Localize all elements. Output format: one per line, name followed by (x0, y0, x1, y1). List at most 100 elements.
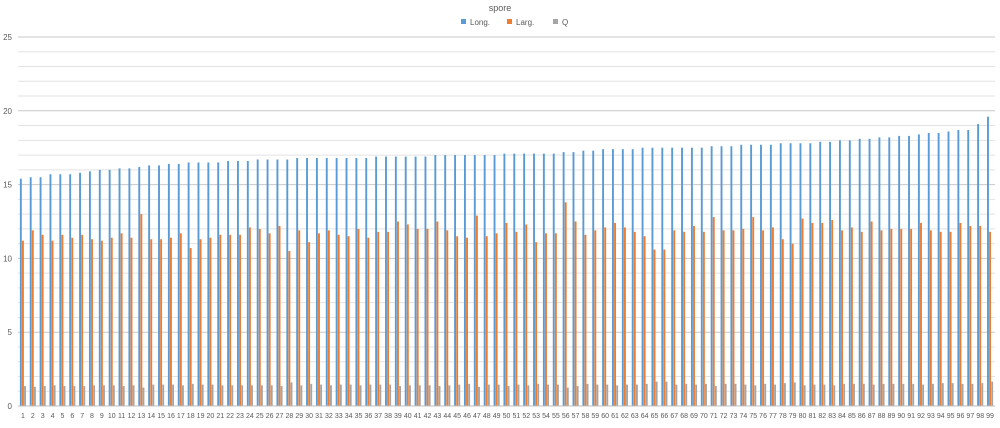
bar-long-89 (888, 137, 891, 407)
bar-q-37 (379, 384, 382, 406)
x-tick-label: 13 (137, 413, 145, 420)
bar-q-96 (961, 383, 964, 406)
bar-long-8 (88, 171, 91, 406)
x-tick-label: 12 (128, 413, 136, 420)
bar-q-80 (803, 385, 806, 406)
x-tick-label: 93 (927, 413, 935, 420)
x-tick-label: 72 (720, 413, 728, 420)
bar-larg-34 (347, 236, 350, 406)
bar-q-14 (152, 384, 155, 406)
bar-larg-1 (21, 240, 24, 406)
bar-q-10 (112, 385, 115, 406)
bar-larg-26 (268, 233, 271, 406)
bar-long-77 (769, 144, 772, 407)
y-tick-label: 0 (8, 402, 13, 411)
bar-q-34 (349, 384, 352, 406)
bar-q-49 (497, 384, 500, 406)
x-tick-label: 55 (552, 413, 560, 420)
bar-long-56 (562, 152, 565, 406)
x-tick-label: 31 (315, 413, 323, 420)
bar-long-75 (750, 144, 753, 407)
bar-long-96 (957, 129, 960, 406)
bar-larg-97 (969, 225, 972, 406)
x-tick-label: 6 (70, 413, 74, 420)
bar-long-82 (819, 141, 822, 406)
bar-q-85 (853, 383, 855, 406)
bar-larg-29 (298, 230, 301, 406)
bar-long-27 (276, 159, 279, 406)
bar-long-38 (385, 156, 387, 406)
bar-q-17 (181, 385, 184, 406)
x-tick-label: 47 (473, 413, 481, 420)
bar-larg-20 (209, 237, 212, 406)
x-tick-label: 64 (641, 413, 649, 420)
x-tick-label: 70 (700, 413, 708, 420)
bar-q-69 (695, 384, 698, 406)
bar-q-90 (902, 383, 905, 406)
bar-larg-44 (446, 230, 449, 406)
x-tick-label: 57 (572, 413, 580, 420)
bar-larg-10 (110, 237, 113, 406)
bar-larg-86 (860, 231, 863, 406)
bar-q-94 (941, 383, 944, 406)
x-axis: 1 2 3 4 5 6 7 8 9 10 11 12 13 14 15 16 17 18 19 20 21 22 23 24 2… (18, 405, 995, 420)
x-tick-label: 49 (493, 413, 501, 420)
bar-long-46 (463, 155, 466, 406)
bar-larg-95 (949, 231, 952, 406)
x-tick-label: 39 (394, 413, 402, 420)
x-tick-label: 19 (197, 413, 205, 420)
bar-long-85 (848, 140, 851, 406)
bar-long-22 (227, 160, 230, 406)
bar-q-12 (132, 385, 135, 406)
bar-long-51 (513, 153, 516, 406)
bar-long-41 (414, 156, 417, 406)
bar-q-97 (971, 383, 974, 406)
x-tick-label: 68 (680, 413, 688, 420)
bar-larg-69 (693, 225, 695, 406)
bar-long-32 (325, 158, 328, 406)
x-tick-label: 96 (957, 413, 965, 420)
bar-long-24 (246, 160, 249, 406)
x-tick-label: 77 (769, 413, 777, 420)
bar-long-44 (444, 155, 447, 406)
bar-larg-8 (91, 239, 93, 406)
bar-q-52 (527, 385, 530, 406)
bar-q-60 (606, 384, 609, 406)
x-tick-label: 90 (897, 413, 905, 420)
x-tick-label: 89 (887, 413, 895, 420)
bar-long-14 (148, 165, 151, 406)
x-tick-label: 46 (463, 413, 471, 420)
bar-q-38 (389, 384, 392, 406)
bar-larg-80 (801, 218, 804, 406)
bar-larg-45 (456, 236, 459, 406)
bar-larg-56 (564, 202, 567, 406)
bar-q-86 (862, 383, 865, 406)
bar-long-21 (217, 162, 220, 406)
x-tick-label: 22 (226, 413, 234, 420)
x-tick-label: 84 (838, 413, 846, 420)
x-tick-label: 56 (562, 413, 570, 420)
bar-long-45 (454, 155, 457, 406)
bar-long-83 (829, 141, 832, 406)
x-tick-label: 76 (759, 413, 767, 420)
bar-larg-59 (594, 230, 597, 406)
x-tick-label: 42 (424, 413, 432, 420)
x-tick-label: 66 (661, 413, 669, 420)
bar-larg-65 (653, 249, 656, 406)
bar-long-43 (434, 155, 437, 406)
x-tick-label: 27 (276, 413, 284, 420)
x-tick-label: 10 (108, 413, 116, 420)
bar-q-24 (251, 385, 253, 406)
bar-larg-47 (475, 215, 478, 406)
bar-long-47 (473, 155, 476, 406)
bar-long-88 (878, 137, 881, 407)
bar-q-31 (320, 384, 323, 406)
x-tick-label: 5 (60, 413, 64, 420)
x-tick-label: 45 (453, 413, 461, 420)
bar-q-20 (211, 384, 214, 406)
bar-q-5 (63, 386, 66, 406)
x-tick-label: 82 (818, 413, 826, 420)
bar-larg-2 (31, 230, 34, 406)
bar-larg-19 (199, 239, 202, 406)
bar-q-28 (290, 382, 293, 406)
